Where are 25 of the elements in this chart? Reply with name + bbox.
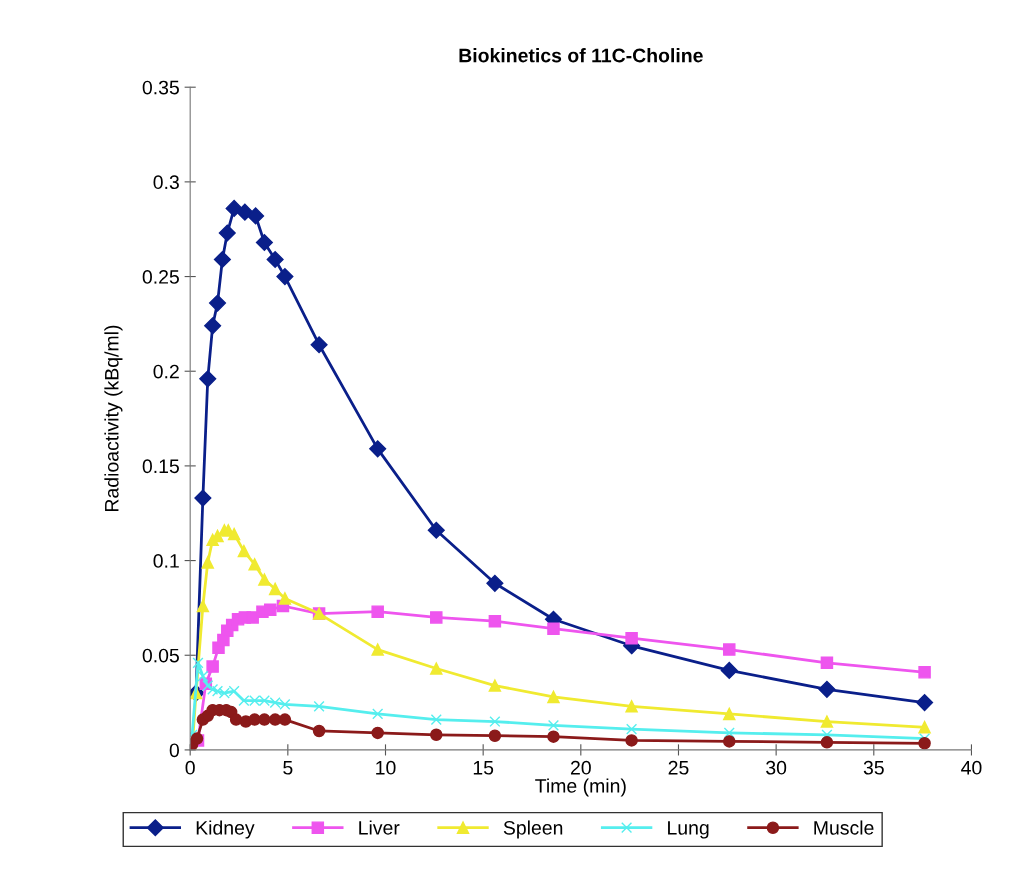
x-tick-label: 30: [766, 760, 787, 775]
x-tick-label: 35: [863, 760, 884, 775]
y-axis-title: Radioactivity (kBq/ml): [104, 325, 123, 511]
y-tick-label: 0.15: [142, 459, 179, 474]
x-tick-label: 25: [668, 760, 689, 775]
x-tick-label: 10: [376, 760, 396, 775]
y-tick-label: 0: [169, 743, 179, 758]
y-tick-label: 0.25: [142, 270, 179, 284]
chart-title: Biokinetics of 11C-Choline: [459, 48, 703, 63]
y-tick-label: 0.1: [153, 554, 179, 568]
y-tick-label: 0.3: [153, 175, 179, 190]
legend-label: Muscle: [814, 820, 874, 835]
x-tick-label: 5: [283, 761, 293, 775]
x-tick-label: 40: [961, 760, 982, 775]
x-tick-label: 0: [185, 760, 195, 775]
legend-label: Lung: [668, 821, 709, 839]
y-tick-label: 0.2: [153, 364, 179, 379]
x-tick-label: 20: [570, 760, 591, 775]
x-axis-title: Time (min): [535, 778, 626, 797]
legend-label: Liver: [359, 820, 400, 835]
legend-label: Kidney: [196, 820, 255, 839]
legend-label: Spleen: [503, 820, 563, 839]
x-tick-label: 15: [473, 761, 494, 775]
y-tick-label: 0.35: [142, 80, 179, 95]
y-tick-label: 0.05: [142, 648, 179, 663]
